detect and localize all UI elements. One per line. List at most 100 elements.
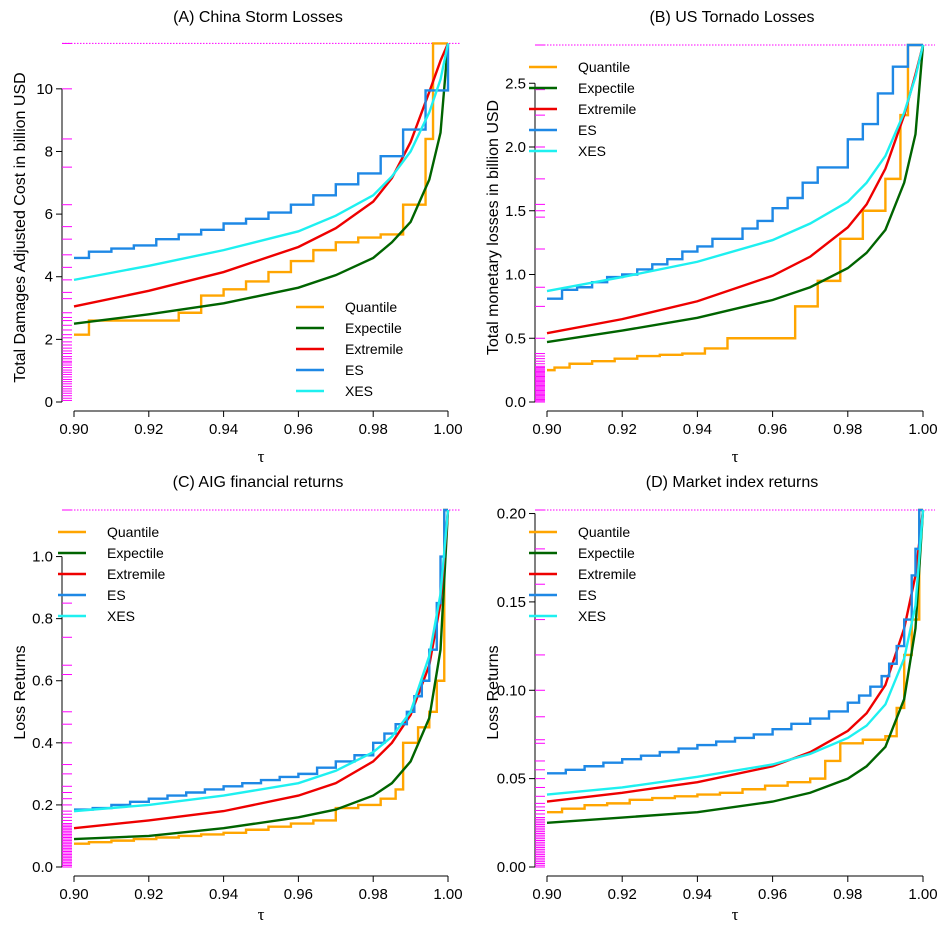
panel-3-y-tick-label: 0.8 bbox=[32, 611, 53, 628]
panel-1-x-tick-label: 0.96 bbox=[284, 421, 313, 438]
panel-3-x-axis-label: τ bbox=[258, 905, 265, 924]
panel-4-legend-label-expectile: Expectile bbox=[578, 545, 635, 561]
panel-1-x-axis-label: τ bbox=[258, 447, 265, 466]
panel-3-x-tick-label: 0.96 bbox=[284, 886, 313, 903]
panel-3-series-quantile bbox=[74, 508, 448, 845]
panel-2-x-axis-label: τ bbox=[732, 447, 739, 466]
panel-2-y-tick-label: 1.0 bbox=[505, 267, 526, 284]
panel-4-y-tick-label: 0.20 bbox=[497, 506, 526, 523]
panel-2-y-tick-label: 1.5 bbox=[505, 203, 526, 220]
panel-1-x-tick-label: 0.92 bbox=[134, 421, 163, 438]
panel-2-y-tick-label: 2.5 bbox=[505, 75, 526, 92]
panel-2-legend-label-extremile: Extremile bbox=[578, 101, 637, 117]
panel-2-series-expectile bbox=[546, 44, 925, 344]
panel-3-y-tick-label: 0.4 bbox=[32, 735, 53, 752]
panel-1-y-tick-label: 4 bbox=[45, 269, 53, 286]
panel-2-series-quantile bbox=[547, 43, 923, 372]
panel-3-y-axis-label: Loss Returns bbox=[12, 645, 29, 739]
panel-1-legend-label-quantile: Quantile bbox=[345, 299, 397, 315]
panel-4-series-quantile bbox=[547, 508, 923, 814]
panel-2-y-tick-label: 2.0 bbox=[505, 139, 526, 156]
panel-4-series-es bbox=[547, 508, 923, 775]
panel-2-legend-label-xes: XES bbox=[578, 143, 606, 159]
panel-4-y-axis-label: Loss Returns bbox=[485, 645, 502, 739]
panel-3-series-extremile bbox=[73, 509, 450, 830]
panel-1-x-tick-label: 0.94 bbox=[209, 421, 238, 438]
panel-3-series-es bbox=[74, 508, 448, 811]
panel-1-y-tick-label: 8 bbox=[45, 143, 53, 160]
panel-3-x-tick-label: 0.94 bbox=[209, 886, 238, 903]
panel-2-x-tick-label: 0.98 bbox=[833, 421, 862, 438]
panel-4-x-tick-label: 0.96 bbox=[758, 886, 787, 903]
panel-1-series-es bbox=[74, 43, 450, 260]
panel-4-x-tick-label: 0.90 bbox=[532, 886, 561, 903]
panel-3-legend-label-xes: XES bbox=[107, 608, 135, 624]
panel-3: (C) AIG financial returns 0.90 0.92 0.94 0.9… bbox=[12, 474, 463, 924]
panel-3-x-tick-label: 0.92 bbox=[134, 886, 163, 903]
panel-3-legend-label-es: ES bbox=[107, 587, 126, 603]
panel-4-series-xes bbox=[546, 509, 925, 796]
panel-2-series-es bbox=[547, 43, 923, 300]
panel-4-legend-label-extremile: Extremile bbox=[578, 566, 637, 582]
panel-2-y-tick-label: 0.0 bbox=[505, 394, 526, 411]
panel-2-y-tick-label: 0.5 bbox=[505, 330, 526, 347]
panel-1-x-tick-label: 1.00 bbox=[433, 421, 462, 438]
panel-4-x-tick-label: 0.94 bbox=[683, 886, 712, 903]
panel-4-x-axis-label: τ bbox=[732, 905, 739, 924]
panel-1-series-extremile bbox=[73, 42, 450, 308]
panel-3-y-tick-label: 1.0 bbox=[32, 549, 53, 566]
panel-3-series-xes bbox=[73, 509, 450, 813]
panel-2-x-tick-label: 1.00 bbox=[908, 421, 937, 438]
panel-1-x-tick-label: 0.98 bbox=[359, 421, 388, 438]
panel-1-title: (A) China Storm Losses bbox=[173, 9, 343, 26]
panel-4-title: (D) Market index returns bbox=[646, 474, 819, 491]
panel-3-title: (C) AIG financial returns bbox=[173, 474, 344, 491]
panel-4-x-tick-label: 1.00 bbox=[908, 886, 937, 903]
panel-1-y-axis-label: Total Damages Adjusted Cost in billion U… bbox=[12, 72, 29, 382]
panel-2-legend-label-es: ES bbox=[578, 122, 597, 138]
panel-3-y-tick-label: 0.0 bbox=[32, 859, 53, 876]
panel-3-x-tick-label: 1.00 bbox=[433, 886, 462, 903]
panel-3-legend-label-extremile: Extremile bbox=[107, 566, 166, 582]
panel-4-legend-label-quantile: Quantile bbox=[578, 524, 630, 540]
panel-1-legend-label-xes: XES bbox=[345, 383, 373, 399]
panel-1-y-tick-label: 6 bbox=[45, 206, 53, 223]
panel-4-x-tick-label: 0.98 bbox=[833, 886, 862, 903]
panel-1-legend-label-expectile: Expectile bbox=[345, 320, 402, 336]
panel-3-x-tick-label: 0.98 bbox=[359, 886, 388, 903]
panel-1-legend-label-es: ES bbox=[345, 362, 364, 378]
panel-4-series-extremile bbox=[546, 509, 925, 803]
panel-3-y-tick-label: 0.6 bbox=[32, 673, 53, 690]
panel-4-y-tick-label: 0.00 bbox=[497, 859, 526, 876]
panel-4: (D) Market index returns 0.90 0.92 0.94 0.96… bbox=[485, 474, 938, 924]
panel-4-legend-label-xes: XES bbox=[578, 608, 606, 624]
panel-1: (A) China Storm Losses 0.90 0.92 0.94 0.96 0.… bbox=[12, 9, 463, 466]
panel-1-series-xes bbox=[73, 43, 450, 282]
panel-2-x-tick-label: 0.94 bbox=[683, 421, 712, 438]
panel-1-y-tick-label: 10 bbox=[36, 81, 53, 98]
panel-4-y-tick-label: 0.15 bbox=[497, 594, 526, 611]
panel-4-y-tick-label: 0.05 bbox=[497, 771, 526, 788]
panel-4-legend-label-es: ES bbox=[578, 587, 597, 603]
panel-1-series-expectile bbox=[73, 43, 450, 325]
panel-2-x-tick-label: 0.96 bbox=[758, 421, 787, 438]
panel-2: (B) US Tornado Losses 0.90 0.92 0.94 0.96 0.9… bbox=[485, 9, 938, 466]
panel-2-series-xes bbox=[546, 44, 925, 293]
panel-1-legend-label-extremile: Extremile bbox=[345, 341, 404, 357]
panel-4-x-tick-label: 0.92 bbox=[608, 886, 637, 903]
panel-2-y-axis-label: Total monetary losses in billion USD bbox=[485, 100, 502, 355]
panel-3-x-tick-label: 0.90 bbox=[59, 886, 88, 903]
panel-4-y-tick-label: 0.10 bbox=[497, 682, 526, 699]
panel-3-legend-label-quantile: Quantile bbox=[107, 524, 159, 540]
panel-3-legend-label-expectile: Expectile bbox=[107, 545, 164, 561]
panel-3-series-expectile bbox=[73, 509, 450, 841]
panel-1-series-quantile bbox=[74, 42, 448, 336]
panel-1-y-tick-label: 0 bbox=[45, 394, 53, 411]
panel-2-x-tick-label: 0.90 bbox=[532, 421, 561, 438]
panel-2-x-tick-label: 0.92 bbox=[608, 421, 637, 438]
panel-1-y-tick-label: 2 bbox=[45, 331, 53, 348]
panel-2-legend-label-expectile: Expectile bbox=[578, 80, 635, 96]
panel-4-series-expectile bbox=[546, 509, 925, 825]
panel-3-y-tick-label: 0.2 bbox=[32, 797, 53, 814]
